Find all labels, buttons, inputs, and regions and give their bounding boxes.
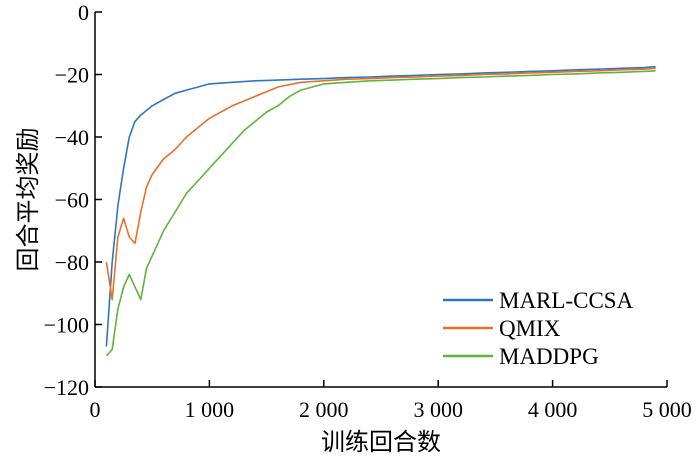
y-axis-ticks: 0 −20 −40 −60 −80 −100 −120 bbox=[44, 0, 102, 400]
y-tick-label: −40 bbox=[55, 125, 89, 150]
y-tick-label: −20 bbox=[55, 63, 89, 88]
x-tick-label: 5 000 bbox=[642, 397, 692, 422]
x-tick-label: 3 000 bbox=[413, 397, 463, 422]
legend: MARL-CCSA QMIX MADDPG bbox=[443, 288, 634, 369]
x-tick-label: 4 000 bbox=[528, 397, 578, 422]
x-tick-label: 0 bbox=[90, 397, 101, 422]
legend-label: MADDPG bbox=[499, 344, 599, 369]
y-tick-label: −80 bbox=[55, 250, 89, 275]
series-line-marl-ccsa bbox=[105, 65, 656, 347]
series-layer bbox=[105, 65, 656, 357]
legend-label: QMIX bbox=[499, 316, 561, 341]
x-axis-ticks: 0 1 000 2 000 3 000 4 000 5 000 bbox=[90, 380, 692, 422]
y-tick-label: −100 bbox=[44, 313, 89, 338]
y-tick-label: −60 bbox=[55, 188, 89, 213]
y-axis-title: 回合平均奖励 bbox=[14, 128, 42, 272]
y-tick-label: 0 bbox=[78, 0, 89, 25]
x-tick-label: 2 000 bbox=[299, 397, 349, 422]
series-line-qmix bbox=[105, 67, 656, 301]
x-tick-label: 1 000 bbox=[185, 397, 235, 422]
series-line-maddpg bbox=[105, 70, 656, 357]
legend-label: MARL-CCSA bbox=[499, 288, 634, 313]
x-axis-title: 训练回合数 bbox=[321, 428, 441, 456]
y-tick-label: −120 bbox=[44, 375, 89, 400]
